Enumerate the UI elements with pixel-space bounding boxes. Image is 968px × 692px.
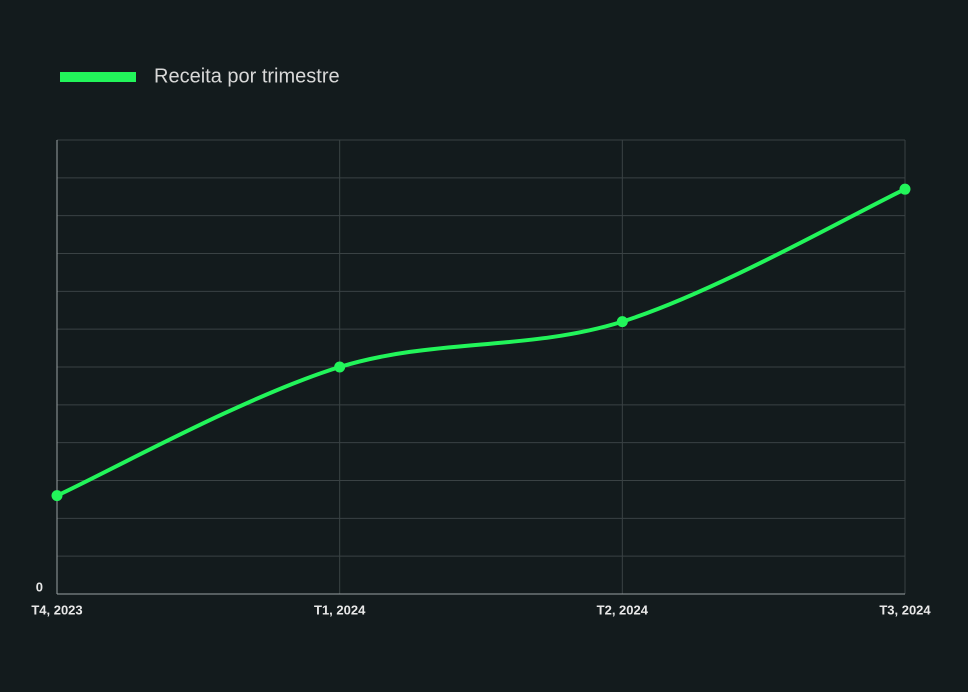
data-point — [899, 183, 911, 195]
data-point — [616, 316, 628, 328]
x-tick-label: T2, 2024 — [597, 602, 649, 617]
data-point — [51, 490, 63, 502]
series-line — [56, 187, 906, 498]
data-point — [334, 361, 346, 373]
legend-swatch — [60, 72, 136, 82]
x-tick-label: T3, 2024 — [879, 602, 931, 617]
y-tick-label: 0 — [36, 579, 43, 594]
x-tick-label: T1, 2024 — [314, 602, 366, 617]
x-tick-label: T4, 2023 — [31, 602, 82, 617]
legend-label: Receita por trimestre — [154, 65, 340, 87]
